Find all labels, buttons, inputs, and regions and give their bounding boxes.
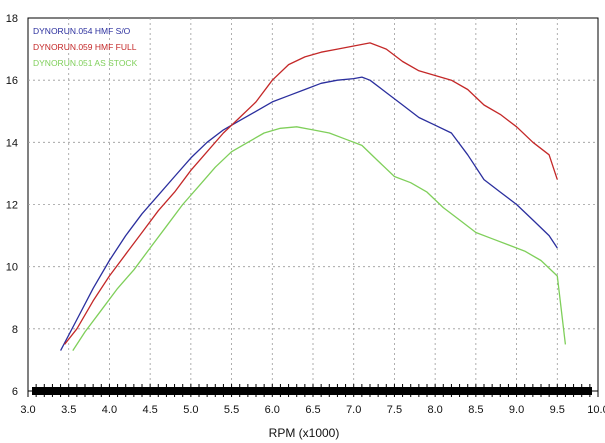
x-tick-label: 8.0	[427, 404, 442, 416]
x-tick-label: 6.0	[265, 404, 280, 416]
y-tick-label: 12	[6, 200, 18, 212]
y-tick-label: 16	[6, 75, 18, 87]
series-line-1	[60, 76, 558, 351]
x-tick-label: 4.5	[142, 404, 157, 416]
x-tick-labels: 3.0 3.5 4.0 4.5 5.0 5.5 6.0 6.5 7.0 7.5 8.0 8.5 9.0 9…	[20, 404, 605, 416]
x-tick-label: 9.5	[550, 404, 565, 416]
x-axis	[27, 384, 599, 397]
legend-entry-3: DYNORUN.051 AS STOCK	[33, 58, 138, 68]
legend-entry-2: DYNORUN.059 HMF FULL	[33, 42, 137, 52]
y-tick-label: 6	[12, 386, 18, 398]
x-tick-label: 7.5	[387, 404, 402, 416]
x-tick-label: 3.5	[61, 404, 76, 416]
x-axis-label: RPM (x1000)	[269, 426, 340, 440]
y-tick-label: 18	[6, 13, 18, 25]
y-tick-label: 8	[12, 324, 18, 336]
series-line-2	[64, 42, 558, 345]
x-tick-label: 9.0	[509, 404, 524, 416]
series-layer	[60, 42, 567, 351]
x-tick-label: 6.5	[305, 404, 320, 416]
y-tick-labels: 6 8 10 12 14 16 18	[6, 13, 18, 398]
legend: DYNORUN.054 HMF S/O DYNORUN.059 HMF FULL D…	[33, 26, 138, 68]
series-line-3	[72, 126, 567, 351]
x-tick-label: 7.0	[346, 404, 361, 416]
x-tick-label: 10.0	[587, 404, 605, 416]
x-tick-label: 5.5	[224, 404, 239, 416]
grid	[28, 18, 598, 391]
x-axis-bar	[32, 387, 592, 395]
y-tick-label: 14	[6, 137, 18, 149]
legend-entry-1: DYNORUN.054 HMF S/O	[33, 26, 131, 36]
x-tick-label: 4.0	[102, 404, 117, 416]
y-tick-label: 10	[6, 262, 18, 274]
x-tick-label: 5.0	[183, 404, 198, 416]
x-tick-label: 8.5	[468, 404, 483, 416]
x-tick-label: 3.0	[20, 404, 35, 416]
